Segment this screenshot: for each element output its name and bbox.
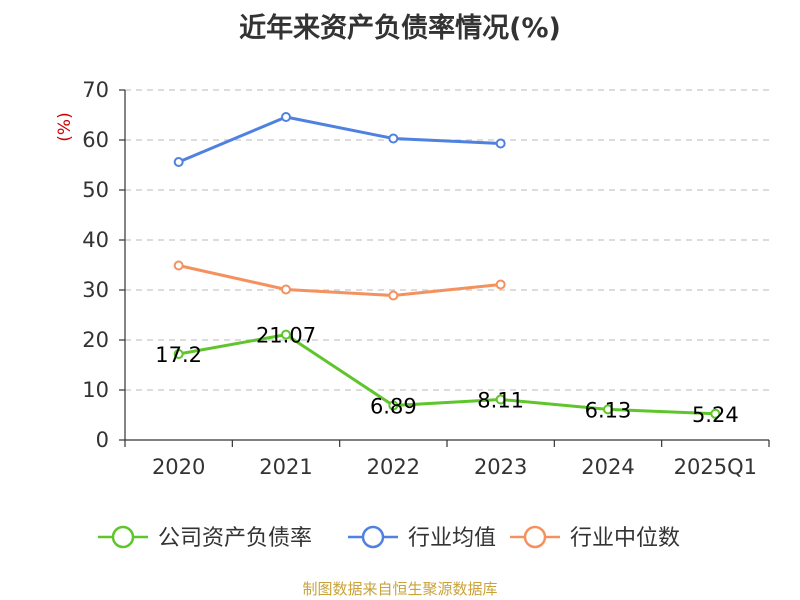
- y-tick-label: 40: [82, 228, 109, 252]
- data-label: 6.89: [370, 395, 417, 419]
- series: [173, 112, 721, 419]
- legend-label: 行业中位数: [570, 526, 680, 551]
- data-label: 8.11: [477, 388, 524, 412]
- data-point: [281, 284, 291, 295]
- data-label: 6.13: [585, 398, 632, 422]
- y-tick-label: 20: [82, 328, 109, 352]
- data-point: [173, 349, 184, 359]
- legend-label: 行业均值: [408, 526, 496, 551]
- data-point: [603, 404, 613, 415]
- y-tick-label: 60: [82, 128, 109, 152]
- x-tick-label: 2023: [474, 455, 527, 479]
- series-line: [178, 264, 501, 297]
- data-point: [710, 408, 721, 419]
- data-point: [388, 400, 399, 411]
- data-point: [281, 112, 291, 122]
- legend-marker: [523, 525, 547, 549]
- data-point: [173, 260, 184, 271]
- legend: 公司资产负债率 行业均值 行业中位数: [98, 525, 680, 551]
- x-tick-label: 2024: [581, 455, 634, 479]
- y-tick-label: 0: [96, 428, 109, 452]
- legend-label: 公司资产负债率: [158, 526, 312, 551]
- series-line: [178, 333, 716, 416]
- data-label: 21.07: [256, 324, 316, 348]
- data-point: [495, 394, 506, 405]
- data-point: [495, 138, 506, 149]
- data-point: [281, 329, 291, 340]
- data-point: [173, 157, 184, 167]
- legend-marker: [361, 525, 385, 549]
- data-point: [388, 290, 399, 301]
- data-labels: 17.2 21.07 6.89 8.11 6.13 5.24: [155, 324, 738, 427]
- x-tick-label: 2020: [152, 455, 205, 479]
- series-line: [178, 115, 501, 164]
- source-note: 制图数据来自恒生聚源数据库: [302, 580, 498, 598]
- data-point: [388, 133, 399, 144]
- legend-marker: [111, 525, 135, 549]
- y-tick-label: 10: [82, 378, 109, 402]
- x-tick-label: 2025Q1: [674, 455, 757, 479]
- axes: 0 10 20 30 40 50 60 70 2020 2021 2022 2023 2024 2025Q…: [82, 78, 770, 479]
- data-point: [495, 279, 506, 290]
- y-tick-label: 50: [82, 178, 109, 202]
- x-tick-label: 2021: [259, 455, 312, 479]
- x-tick-label: 2022: [367, 455, 420, 479]
- data-label: 17.2: [155, 343, 202, 367]
- y-tick-label: 70: [82, 78, 109, 102]
- chart-title: 近年来资产负债率情况(%): [239, 13, 561, 44]
- y-tick-label: 30: [82, 278, 109, 302]
- y-axis-label: (%): [55, 112, 75, 141]
- data-label: 5.24: [692, 403, 739, 427]
